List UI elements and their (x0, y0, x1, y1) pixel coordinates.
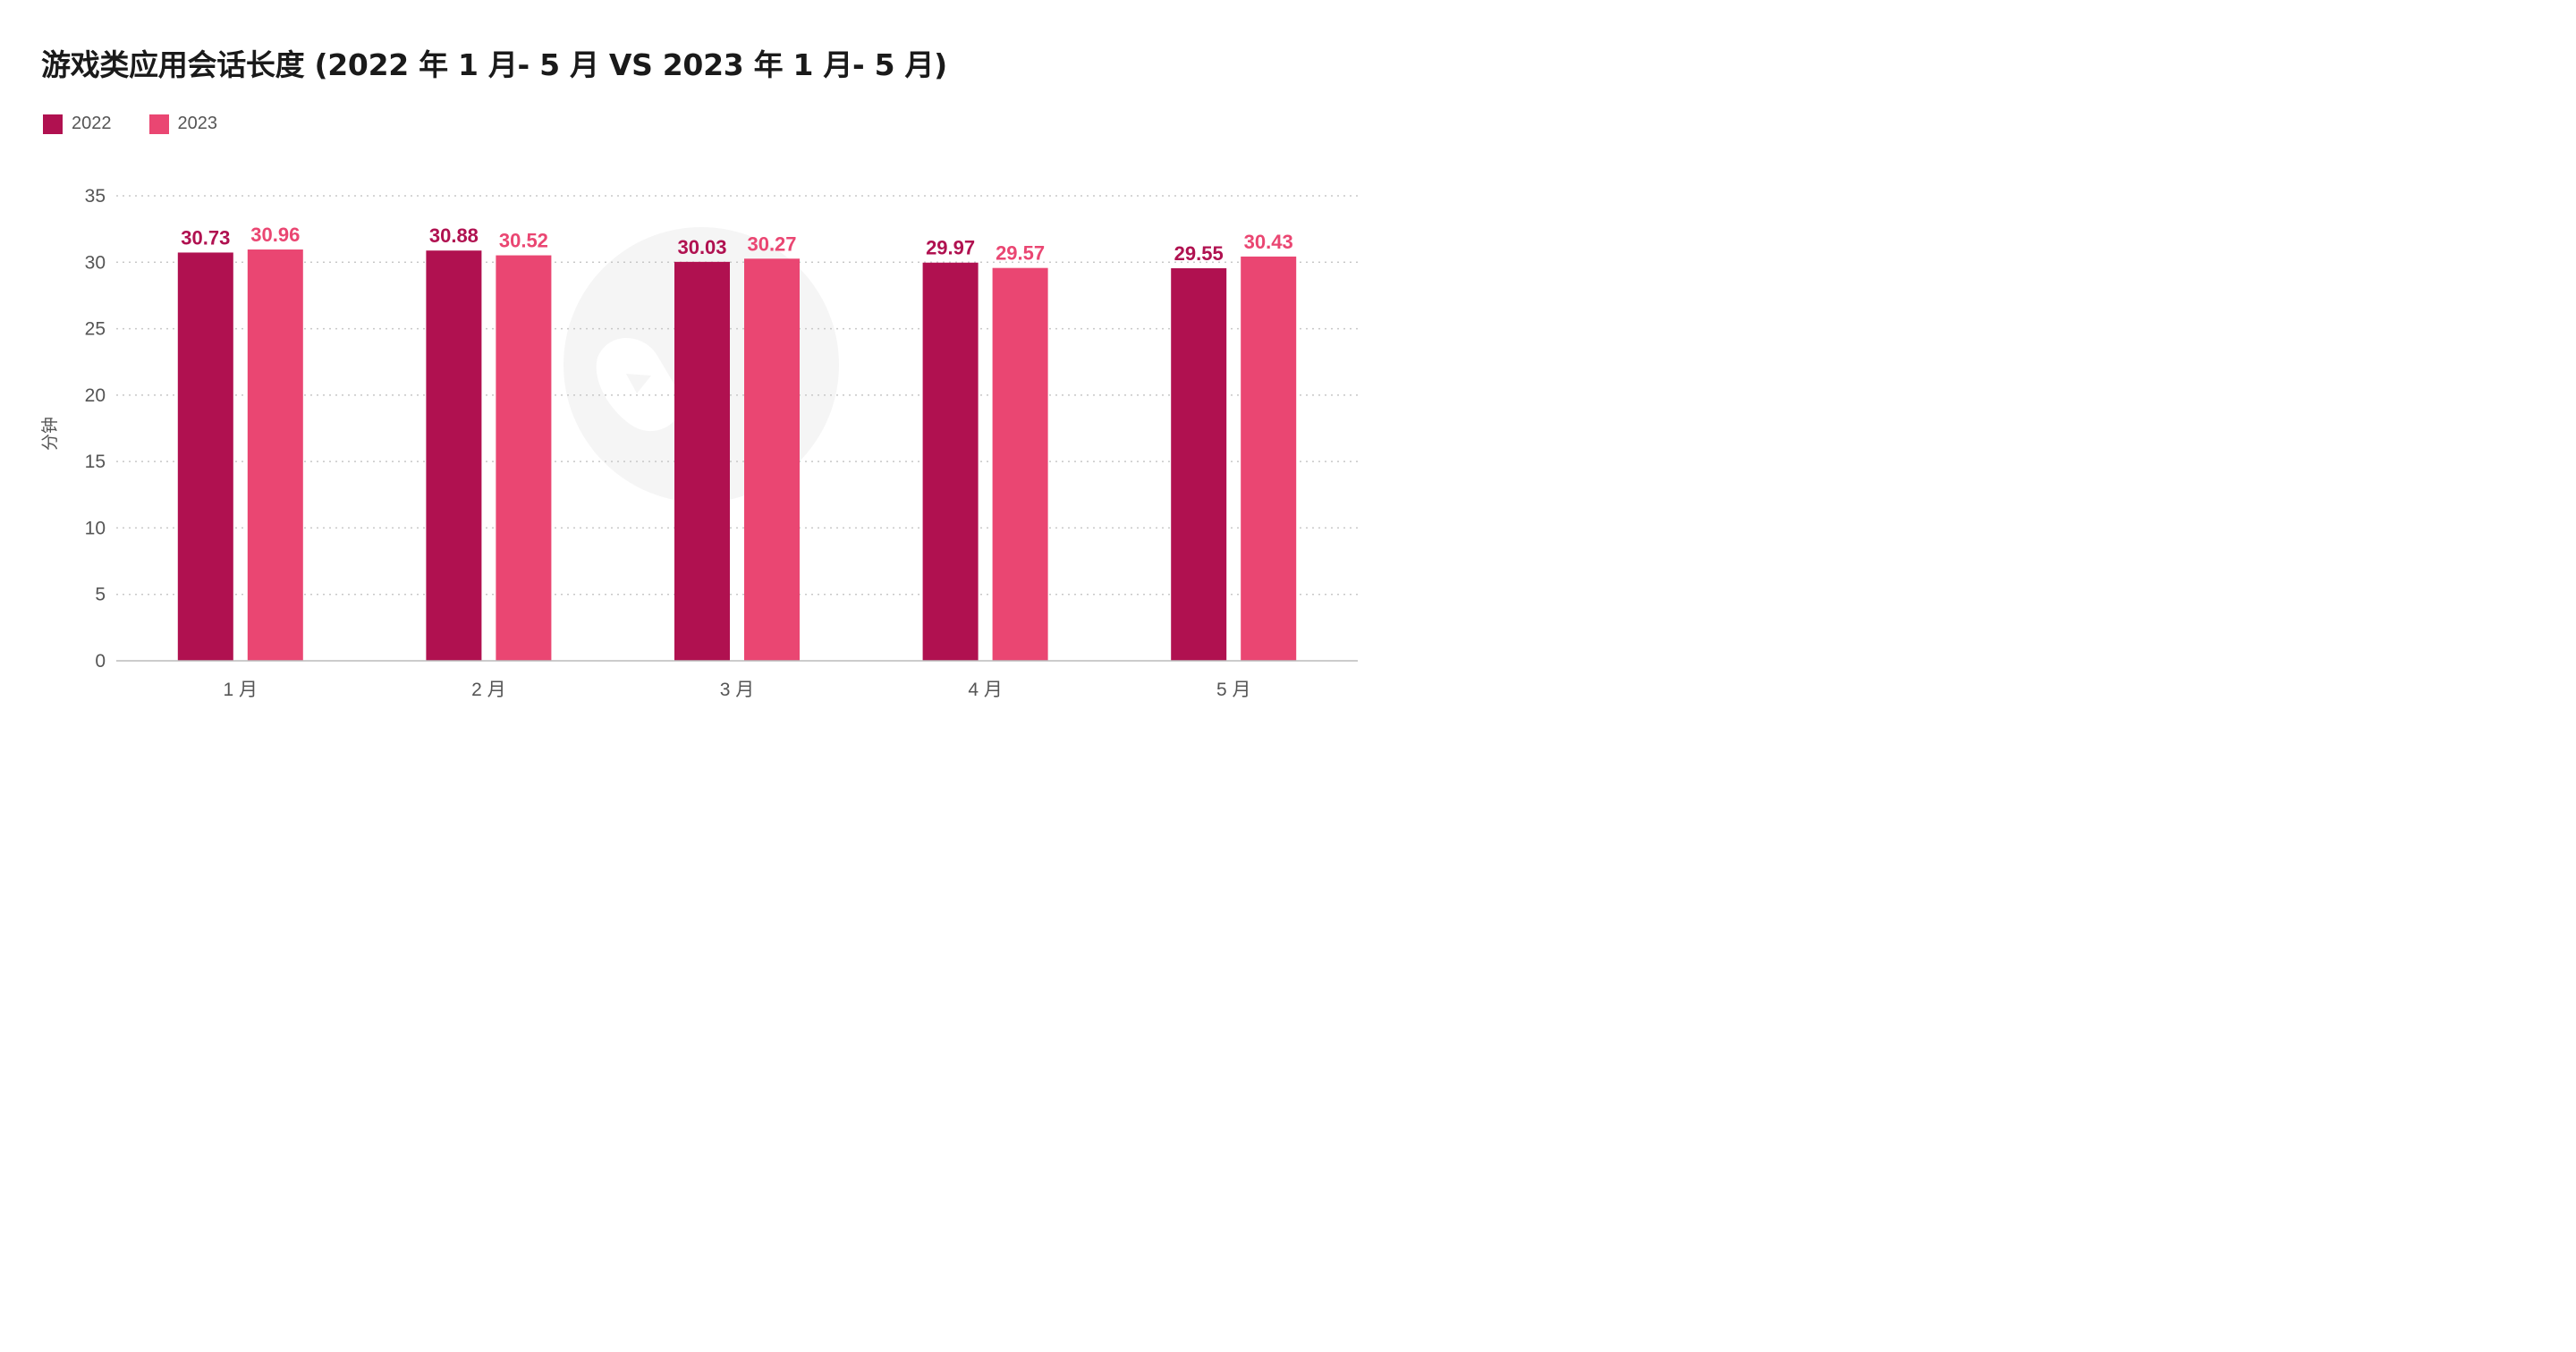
bar-2022-1[interactable] (177, 252, 233, 661)
legend-swatch-2022 (43, 114, 63, 134)
x-tick-label: 4 月 (968, 680, 1003, 700)
chart-title: 游戏类应用会话长度 (2022 年 1 月- 5 月 VS 2023 年 1 月… (41, 47, 947, 82)
data-label-2022-5: 29.55 (1174, 242, 1224, 265)
y-tick-label: 20 (85, 385, 106, 406)
data-labels: 30.73 30.96 30.88 30.52 30.03 30.27 29.97 29.57… (181, 224, 1292, 265)
bar-2022-2[interactable] (426, 250, 482, 661)
data-label-2023-5: 30.43 (1244, 231, 1293, 253)
x-tick-label: 5 月 (1216, 680, 1251, 700)
bar-2022-3[interactable] (674, 261, 730, 661)
legend-swatch-2023 (148, 114, 169, 134)
x-tick-label: 1 月 (224, 680, 258, 700)
legend-item-2023[interactable]: 2023 (148, 114, 218, 134)
bars (177, 249, 1297, 661)
bar-2022-5[interactable] (1171, 267, 1227, 661)
y-tick-label: 35 (85, 186, 106, 207)
bar-2023-1[interactable] (247, 249, 303, 661)
x-axis-ticks: 1 月 2 月 3 月 4 月 5 月 (224, 680, 1251, 700)
data-label-2022-4: 29.97 (926, 237, 975, 259)
data-label-2023-3: 30.27 (747, 232, 796, 255)
y-tick-label: 30 (85, 252, 106, 273)
y-axis-title: 分钟 (40, 417, 60, 451)
y-tick-label: 15 (85, 452, 106, 472)
x-tick-label: 2 月 (471, 680, 506, 700)
bar-chart: 0 5 10 15 20 25 30 35 30.73 30.96 30.88 30.52 30.03… (40, 186, 1358, 700)
bar-2023-5[interactable] (1241, 256, 1297, 661)
y-tick-label: 10 (85, 518, 106, 538)
data-label-2022-3: 30.03 (677, 236, 726, 258)
bar-2023-4[interactable] (992, 267, 1048, 661)
y-tick-label: 5 (95, 585, 106, 605)
y-tick-label: 25 (85, 319, 106, 340)
data-label-2023-4: 29.57 (996, 242, 1045, 265)
data-label-2022-2: 30.88 (429, 224, 479, 247)
data-label-2023-1: 30.96 (250, 224, 300, 246)
legend-label-2022: 2022 (72, 114, 112, 133)
y-axis-ticks: 0 5 10 15 20 25 30 35 (85, 186, 106, 672)
legend: 2022 2023 (43, 114, 255, 134)
data-label-2022-1: 30.73 (181, 226, 230, 249)
x-tick-label: 3 月 (720, 680, 755, 700)
legend-item-2022[interactable]: 2022 (43, 114, 112, 134)
bar-2022-4[interactable] (922, 262, 979, 661)
legend-label-2023: 2023 (177, 114, 218, 133)
gridlines (116, 195, 1358, 596)
bar-2023-3[interactable] (744, 258, 800, 661)
y-tick-label: 0 (95, 651, 106, 672)
bar-2023-2[interactable] (496, 255, 552, 661)
data-label-2023-2: 30.52 (499, 230, 548, 252)
